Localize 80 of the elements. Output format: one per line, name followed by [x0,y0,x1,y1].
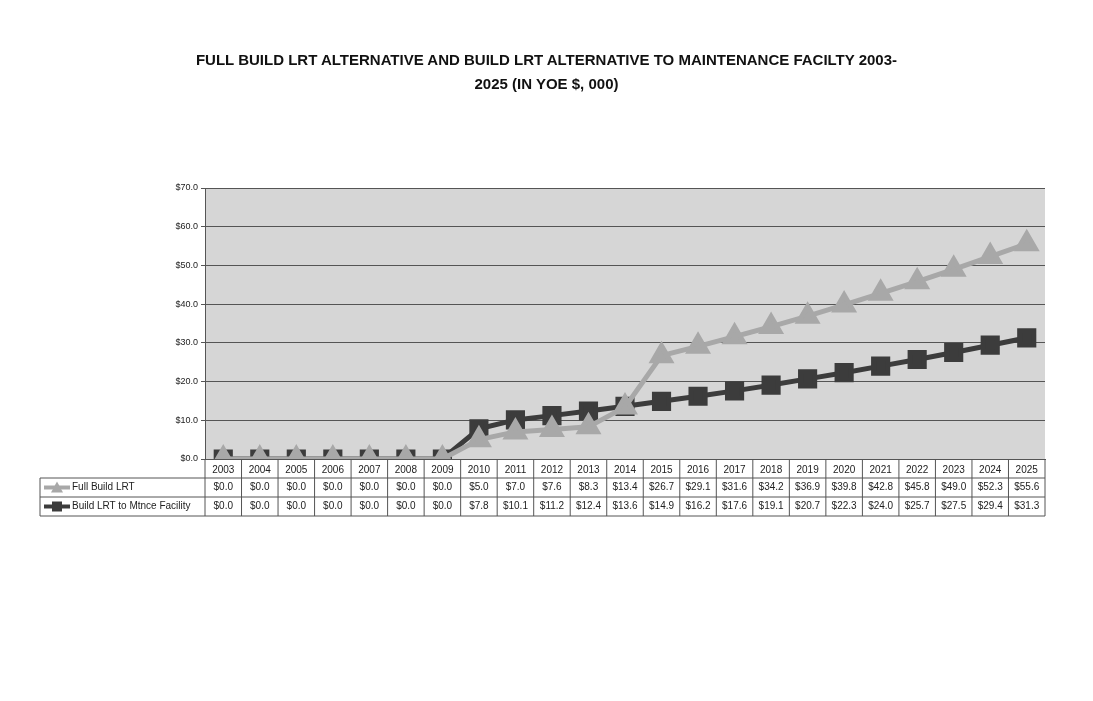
x-tick-label: 2017 [723,463,747,475]
x-tick-label: 2015 [650,463,674,475]
data-label: $0.0 [396,500,417,512]
y-tick-label: $50.0 [175,259,198,270]
data-label: $0.0 [286,481,307,493]
y-tick-label: $60.0 [175,221,198,232]
data-label: $42.8 [868,481,894,493]
x-tick-label: 2025 [1015,463,1039,475]
x-tick-label: 2012 [540,463,564,475]
data-label: $0.0 [396,481,417,493]
chart-title: FULL BUILD LRT ALTERNATIVE AND BUILD LRT ALTERNATIVE TO MAINTENANCE FACILTY 2003-2025 (IN YOE $, 000) [194,50,899,94]
data-label: $0.0 [323,481,343,493]
data-label: $26.7 [649,481,675,493]
data-label: $36.9 [795,481,821,493]
data-label: $34.2 [758,481,785,493]
data-label: $0.0 [250,481,270,493]
data-label: $55.6 [1014,481,1040,493]
data-label: $0.0 [359,481,380,493]
x-tick-label: 2022 [906,463,929,475]
y-tick-label: $10.0 [175,414,198,425]
data-label: $52.3 [977,481,1004,493]
data-label: $12.4 [575,500,602,512]
data-label: $19.1 [758,500,785,512]
data-label: $8.3 [578,481,599,493]
data-label: $31.6 [722,481,748,493]
y-tick-label: $30.0 [175,337,198,348]
data-label: $0.0 [213,481,234,493]
data-label: $0.0 [323,500,343,512]
x-tick-label: 2013 [577,463,601,475]
data-label: $0.0 [250,500,270,512]
legend-label: Full Build LRT [72,481,135,493]
data-label: $0.0 [432,481,453,493]
data-label: $11.2 [539,500,565,512]
data-label: $7.6 [542,481,563,493]
data-label: $5.0 [469,481,490,493]
data-label: $29.1 [685,481,711,493]
x-tick-label: 2004 [248,463,272,475]
data-label: $31.3 [1014,500,1040,512]
x-tick-label: 2009 [431,463,454,475]
x-tick-label: 2019 [796,463,820,475]
x-tick-label: 2007 [358,463,381,475]
data-label: $24.0 [868,500,894,512]
x-tick-label: 2016 [686,463,710,475]
data-label: $20.7 [795,500,821,512]
x-tick-label: 2006 [321,463,345,475]
x-tick-label: 2014 [613,463,637,475]
data-label: $45.8 [904,481,931,493]
data-label: $7.0 [505,481,526,493]
data-label: $0.0 [286,500,307,512]
x-tick-label: 2003 [212,463,235,475]
data-label: $29.4 [977,500,1004,512]
data-label: $7.8 [469,500,490,512]
x-tick-label: 2024 [979,463,1002,475]
data-label: $16.2 [685,500,711,512]
x-tick-label: 2018 [759,463,783,475]
x-tick-label: 2005 [285,463,308,475]
y-tick-label: $20.0 [175,376,198,387]
y-tick-label: $40.0 [175,298,198,309]
y-tick-label: $70.0 [175,182,198,193]
data-label: $49.0 [941,481,967,493]
data-label: $0.0 [359,500,380,512]
data-label: $13.4 [612,481,638,493]
y-tick-label: $0.0 [180,453,198,464]
data-label: $0.0 [213,500,234,512]
data-label: $25.7 [904,500,931,512]
data-label: $14.9 [649,500,675,512]
data-label: $22.3 [831,500,858,512]
data-label: $39.8 [831,481,858,493]
x-tick-label: 2020 [833,463,856,475]
data-label: $27.5 [941,500,967,512]
data-label: $10.1 [502,500,529,512]
x-tick-label: 2021 [869,463,893,475]
data-label: $17.6 [722,500,748,512]
data-label: $0.0 [432,500,453,512]
x-tick-label: 2011 [504,463,527,475]
x-tick-label: 2023 [942,463,966,475]
legend-label: Build LRT to Mtnce Facility [72,500,191,512]
data-label: $13.6 [612,500,638,512]
x-tick-label: 2010 [467,463,491,475]
x-tick-label: 2008 [394,463,418,475]
